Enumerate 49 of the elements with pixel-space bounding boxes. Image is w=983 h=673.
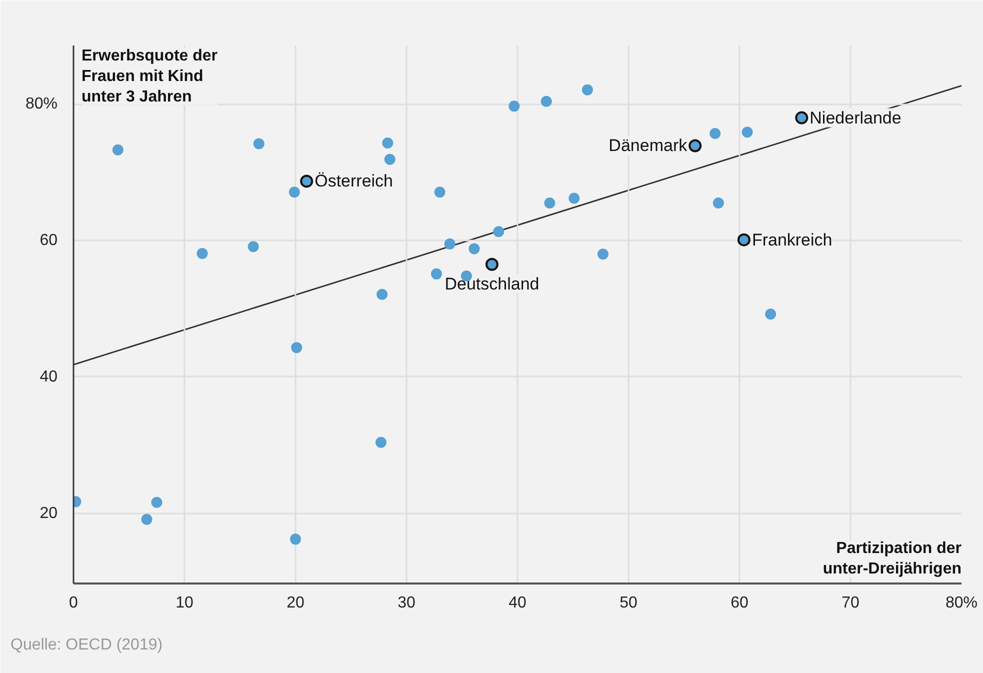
point xyxy=(710,128,721,139)
x-tick-label: 60 xyxy=(730,594,748,612)
point xyxy=(288,186,300,198)
point xyxy=(544,198,556,209)
point xyxy=(582,84,593,96)
annotation: Deutschland xyxy=(444,274,540,294)
point xyxy=(248,241,259,252)
x-tick-label: 30 xyxy=(398,594,416,612)
x-tick-label: 10 xyxy=(176,594,194,612)
point xyxy=(290,534,301,545)
x-axis-title: Partizipation der unter-Dreijährigen xyxy=(822,540,962,578)
y-axis-title: Erwerbsquote der Frauen mit Kind unter 3 Jahren xyxy=(82,48,218,106)
point xyxy=(765,308,776,320)
y-tick-label: 80% xyxy=(25,96,58,113)
source-note: Quelle: OECD (2019) xyxy=(10,636,163,654)
point xyxy=(291,342,302,354)
point xyxy=(468,243,480,254)
point xyxy=(444,238,456,250)
point xyxy=(493,226,504,238)
y-tick-label: 60 xyxy=(40,232,58,250)
x-tick-label: 40 xyxy=(508,594,526,612)
annotation: Frankreich xyxy=(752,230,832,250)
point xyxy=(540,96,552,107)
x-tick-label: 50 xyxy=(620,594,638,612)
point xyxy=(382,138,394,148)
point xyxy=(151,496,162,508)
annotation: Niederlande xyxy=(810,108,902,128)
point xyxy=(568,192,580,204)
y-tick-label: 20 xyxy=(40,504,58,522)
point xyxy=(253,138,264,150)
x-tick-label: 0 xyxy=(69,594,78,612)
annotation: Österreich xyxy=(314,172,394,191)
point xyxy=(434,186,446,198)
x-tick-label: 80% xyxy=(945,594,978,612)
point xyxy=(508,100,520,112)
x-tick-label: 20 xyxy=(286,594,304,612)
point xyxy=(597,248,608,260)
y-tick-label: 40 xyxy=(40,368,58,386)
point xyxy=(141,514,152,525)
point xyxy=(712,198,724,209)
point xyxy=(112,144,124,156)
point xyxy=(430,268,442,280)
point xyxy=(376,288,388,300)
point xyxy=(742,126,753,138)
point xyxy=(375,436,386,448)
point xyxy=(384,154,396,165)
x-tick-label: 70 xyxy=(842,594,860,612)
point xyxy=(196,248,208,259)
annotation: Dänemark xyxy=(608,136,688,156)
